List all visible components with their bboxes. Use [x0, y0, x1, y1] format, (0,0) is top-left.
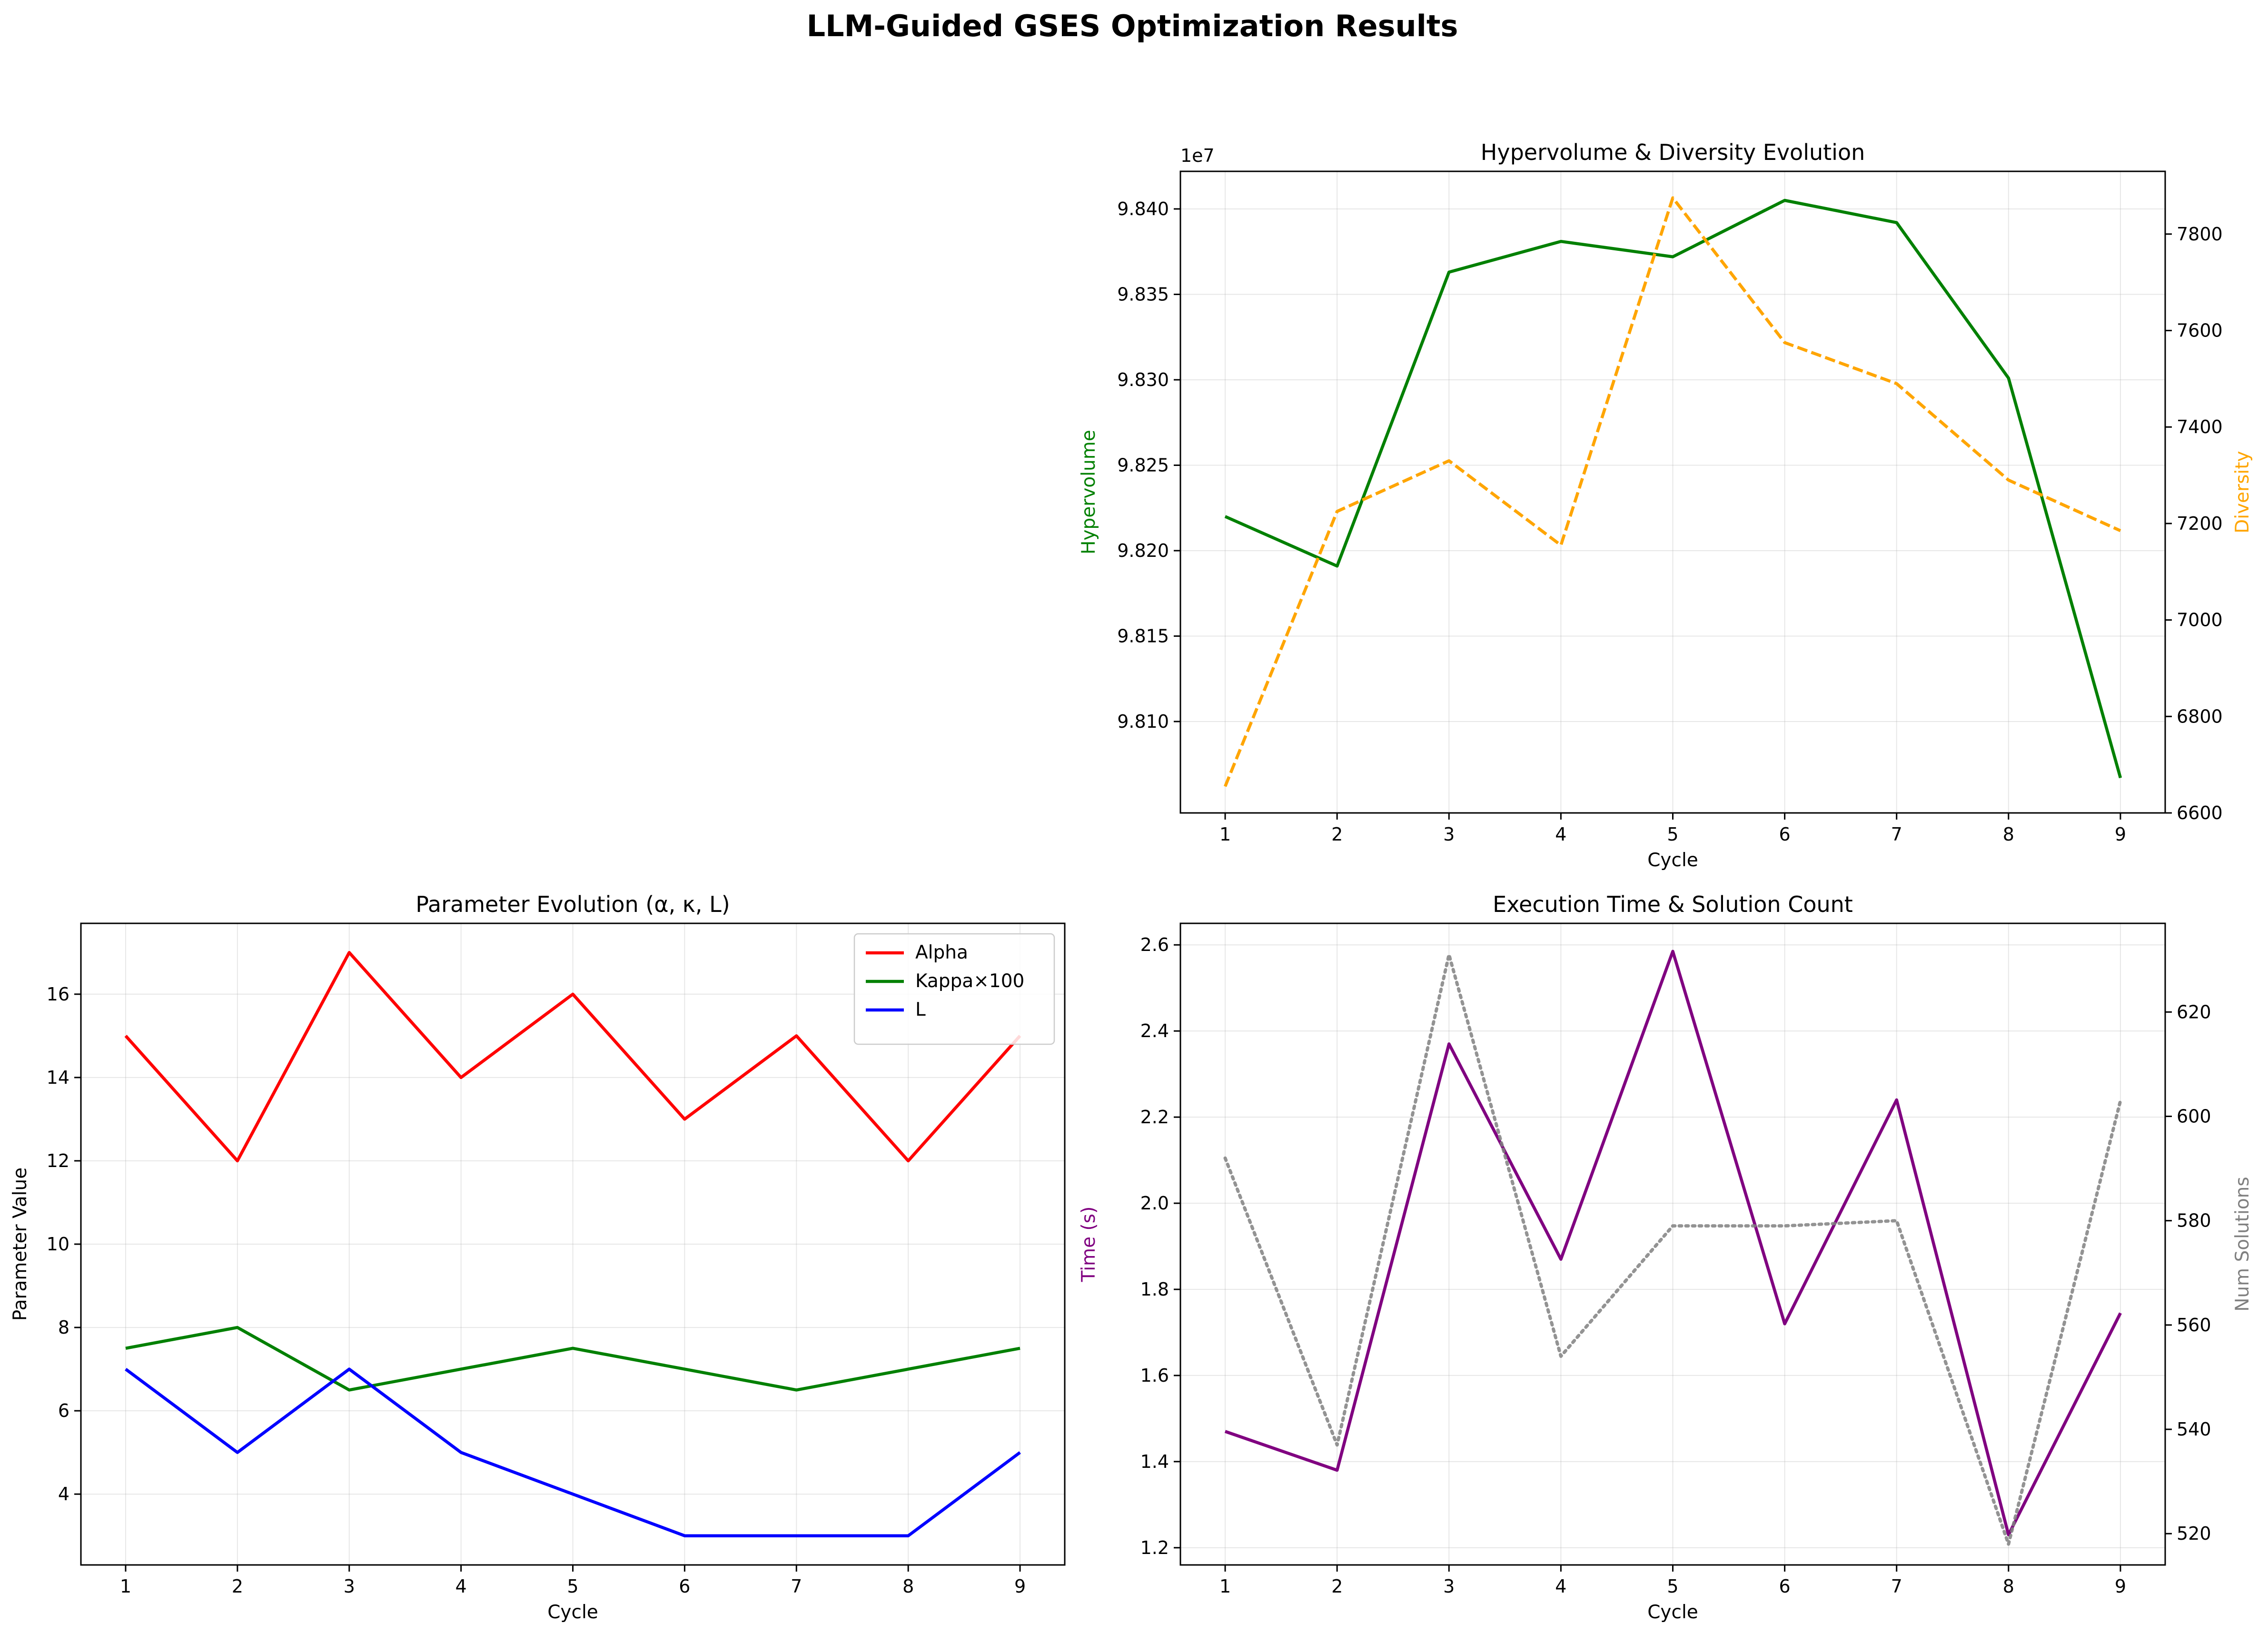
y-right-tick-label: 6600 [2177, 802, 2223, 823]
y-offset-label: 1e7 [1180, 145, 1215, 166]
series-line-kappa-100 [125, 1326, 1020, 1392]
series-line-time-s- [1224, 950, 2122, 1536]
x-tick-label: 5 [1667, 1576, 1678, 1597]
legend: Alpha Kappa×100 L [853, 933, 1055, 1045]
x-tick-label: 5 [1667, 824, 1678, 845]
y-tick-label: 9.835 [1117, 284, 1169, 305]
x-tick-label: 6 [1779, 824, 1791, 845]
chart-execution: 1 2 3 4 5 6 7 8 9 1.2 1.4 1.6 1.8 2.0 2.2 2.4 2.6 520 540 5… [1078, 891, 2253, 1623]
chart-hypervolume: 1 2 3 4 5 6 7 8 9 9.810 9.815 9.820 9.825 9.830 9.835 9… [1078, 139, 2253, 871]
y-tick-label: 6 [58, 1400, 69, 1421]
y-right-tick-label: 560 [2177, 1315, 2211, 1336]
legend-label: L [915, 999, 926, 1020]
x-tick-label: 2 [1331, 1576, 1343, 1597]
x-tick-label: 1 [1219, 1576, 1231, 1597]
plot-title: Hypervolume & Diversity Evolution [1481, 139, 1865, 165]
x-tick-label: 5 [567, 1576, 578, 1597]
y-tick-label: 9.810 [1117, 711, 1169, 732]
series-line-diversity [1223, 196, 2121, 787]
y-right-tick-label: 7200 [2177, 513, 2223, 534]
y-right-axis-label: Num Solutions [2232, 1177, 2253, 1311]
x-tick-label: 7 [1891, 1576, 1902, 1597]
y-tick-label: 16 [47, 984, 69, 1005]
y-tick-label: 9.825 [1117, 455, 1169, 475]
series-line-l [125, 1367, 1021, 1537]
x-tick-label: 6 [679, 1576, 690, 1597]
y-tick-label: 2.6 [1140, 934, 1169, 955]
y-right-tick-label: 600 [2177, 1106, 2211, 1127]
x-tick-label: 7 [791, 1576, 802, 1597]
y-tick-label: 1.6 [1140, 1365, 1169, 1386]
x-tick-label: 4 [456, 1576, 467, 1597]
y-axis-label: Time (s) [1078, 1207, 1099, 1283]
y-tick-label: 10 [47, 1234, 69, 1255]
plot-title: Parameter Evolution (α, κ, L) [416, 891, 730, 917]
x-tick-label: 1 [120, 1576, 131, 1597]
x-tick-label: 4 [1555, 824, 1566, 845]
y-right-tick-label: 540 [2177, 1419, 2211, 1440]
x-tick-label: 8 [2003, 824, 2014, 845]
x-tick-label: 6 [1779, 1576, 1791, 1597]
legend-frame [853, 933, 1055, 1045]
y-right-tick-label: 580 [2177, 1210, 2211, 1231]
x-tick-label: 8 [902, 1576, 914, 1597]
x-tick-label: 4 [1555, 1576, 1566, 1597]
y-right-tick-label: 7600 [2177, 320, 2223, 341]
y-right-tick-label: 620 [2177, 1001, 2211, 1022]
y-tick-label: 12 [47, 1150, 69, 1171]
y-tick-label: 2.2 [1140, 1107, 1169, 1128]
y-tick-label: 9.815 [1117, 625, 1169, 646]
x-tick-label: 2 [232, 1576, 243, 1597]
y-tick-label: 1.8 [1140, 1279, 1169, 1300]
y-right-tick-label: 6800 [2177, 706, 2223, 727]
y-axis-label: Parameter Value [10, 1168, 31, 1321]
y-tick-label: 9.820 [1117, 540, 1169, 561]
x-tick-label: 8 [2003, 1576, 2014, 1597]
y-tick-label: 4 [58, 1484, 69, 1504]
y-right-tick-label: 520 [2177, 1523, 2211, 1544]
legend-label: Alpha [915, 942, 968, 963]
x-tick-label: 9 [2115, 1576, 2126, 1597]
series-line-num-solutions [1223, 953, 2122, 1546]
y-right-axis-label: Diversity [2232, 451, 2253, 534]
y-tick-label: 1.4 [1140, 1451, 1169, 1472]
legend-label: Kappa×100 [915, 970, 1024, 992]
x-tick-label: 9 [1014, 1576, 1026, 1597]
y-tick-label: 9.830 [1117, 369, 1169, 390]
y-right-tick-label: 7400 [2177, 416, 2223, 437]
series-line-hypervolume [1224, 198, 2122, 779]
x-tick-label: 1 [1219, 824, 1231, 845]
x-tick-label: 2 [1331, 824, 1343, 845]
y-tick-label: 2.4 [1140, 1020, 1169, 1041]
x-tick-label: 3 [1443, 1576, 1455, 1597]
x-axis-label: Cycle [547, 1602, 598, 1623]
y-tick-label: 14 [47, 1067, 69, 1088]
x-tick-label: 3 [344, 1576, 355, 1597]
x-tick-label: 3 [1443, 824, 1455, 845]
x-tick-label: 7 [1891, 824, 1902, 845]
y-right-tick-label: 7000 [2177, 610, 2223, 631]
y-right-tick-label: 7800 [2177, 224, 2223, 245]
y-tick-label: 2.0 [1140, 1193, 1169, 1214]
y-axis-label: Hypervolume [1078, 430, 1099, 554]
y-tick-label: 9.840 [1117, 198, 1169, 219]
x-axis-label: Cycle [1647, 1602, 1698, 1623]
figure-title: LLM-Guided GSES Optimization Results [807, 9, 1458, 43]
series-line-alpha [124, 951, 1021, 1163]
y-tick-label: 8 [58, 1317, 69, 1338]
x-tick-label: 9 [2115, 824, 2126, 845]
plot-title: Execution Time & Solution Count [1493, 891, 1853, 917]
x-axis-label: Cycle [1647, 850, 1698, 871]
y-tick-label: 1.2 [1140, 1537, 1169, 1558]
